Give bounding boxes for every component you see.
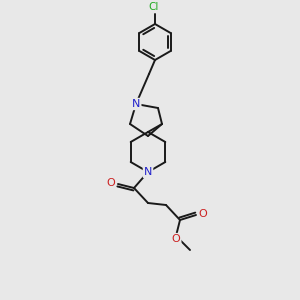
Text: N: N bbox=[144, 167, 152, 177]
Text: O: O bbox=[172, 234, 180, 244]
Text: Cl: Cl bbox=[149, 2, 159, 12]
Text: N: N bbox=[132, 99, 140, 109]
Text: O: O bbox=[106, 178, 116, 188]
Text: N: N bbox=[132, 99, 140, 109]
Text: O: O bbox=[199, 209, 207, 219]
